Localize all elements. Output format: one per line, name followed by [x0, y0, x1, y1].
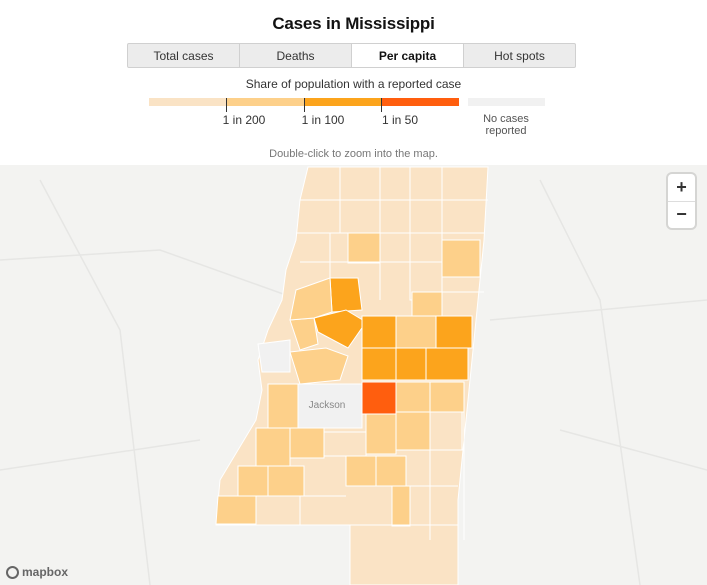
county[interactable] — [255, 427, 291, 467]
zoom-control: + − — [668, 174, 695, 228]
county[interactable] — [267, 465, 305, 497]
tab-per-capita[interactable]: Per capita — [352, 44, 464, 67]
background-roads — [0, 179, 707, 585]
zoom-out-button[interactable]: − — [668, 200, 695, 229]
attribution-text: mapbox — [22, 565, 69, 579]
legend-title: Share of population with a reported case — [245, 77, 462, 91]
county[interactable] — [289, 277, 333, 321]
county[interactable] — [329, 277, 363, 313]
county[interactable] — [313, 309, 367, 349]
map-canvas[interactable]: Jackson — [0, 165, 707, 585]
mapbox-logo-icon — [6, 565, 19, 579]
county[interactable] — [345, 455, 377, 487]
county[interactable] — [361, 347, 397, 381]
page-title: Cases in Mississippi — [272, 14, 435, 33]
legend-tick — [226, 98, 227, 112]
county[interactable] — [365, 413, 397, 455]
legend-tick — [304, 98, 305, 112]
county[interactable] — [375, 455, 407, 487]
legend-swatch-mid — [304, 98, 381, 106]
county[interactable] — [361, 315, 397, 349]
county[interactable] — [297, 383, 363, 429]
county[interactable] — [323, 431, 367, 457]
zoom-in-button[interactable]: + — [676, 176, 687, 197]
mapbox-attribution[interactable]: mapbox — [6, 565, 68, 579]
county[interactable] — [237, 465, 269, 497]
legend-swatch-low — [226, 98, 304, 106]
legend-label-50: 1 in 50 — [381, 113, 419, 127]
county[interactable] — [267, 383, 301, 429]
county[interactable] — [361, 381, 397, 415]
county-borders — [256, 167, 488, 540]
legend-tick — [381, 98, 382, 112]
county[interactable] — [289, 347, 349, 385]
county[interactable] — [289, 427, 325, 459]
county[interactable] — [257, 339, 291, 373]
county[interactable] — [215, 495, 257, 525]
tab-deaths[interactable]: Deaths — [240, 44, 352, 67]
county[interactable] — [435, 315, 473, 349]
county[interactable] — [411, 291, 443, 317]
county[interactable] — [395, 347, 427, 381]
metric-tabs: Total cases Deaths Per capita Hot spots — [127, 43, 576, 68]
tab-total-cases[interactable]: Total cases — [128, 44, 240, 67]
county[interactable] — [425, 347, 469, 381]
legend-label-200: 1 in 200 — [222, 113, 266, 127]
county[interactable] — [391, 485, 411, 527]
county[interactable] — [429, 411, 463, 451]
county[interactable] — [395, 411, 431, 451]
legend-swatch-none — [468, 98, 545, 106]
county[interactable] — [395, 315, 437, 349]
county[interactable] — [429, 381, 465, 413]
legend-label-100: 1 in 100 — [301, 113, 345, 127]
zoom-hint: Double-click to zoom into the map. — [269, 148, 438, 160]
legend-swatch-high — [381, 98, 459, 106]
city-label-jackson: Jackson — [309, 400, 346, 411]
county[interactable] — [441, 239, 481, 278]
county[interactable] — [347, 232, 381, 264]
tab-hot-spots[interactable]: Hot spots — [494, 48, 545, 63]
legend-swatch-lowest — [149, 98, 226, 106]
color-legend: 1 in 200 1 in 100 1 in 50 No cases repor… — [0, 98, 707, 148]
county[interactable] — [395, 381, 431, 413]
legend-label-no-cases: No cases reported — [483, 113, 529, 137]
county-map[interactable]: Jackson — [0, 165, 707, 585]
